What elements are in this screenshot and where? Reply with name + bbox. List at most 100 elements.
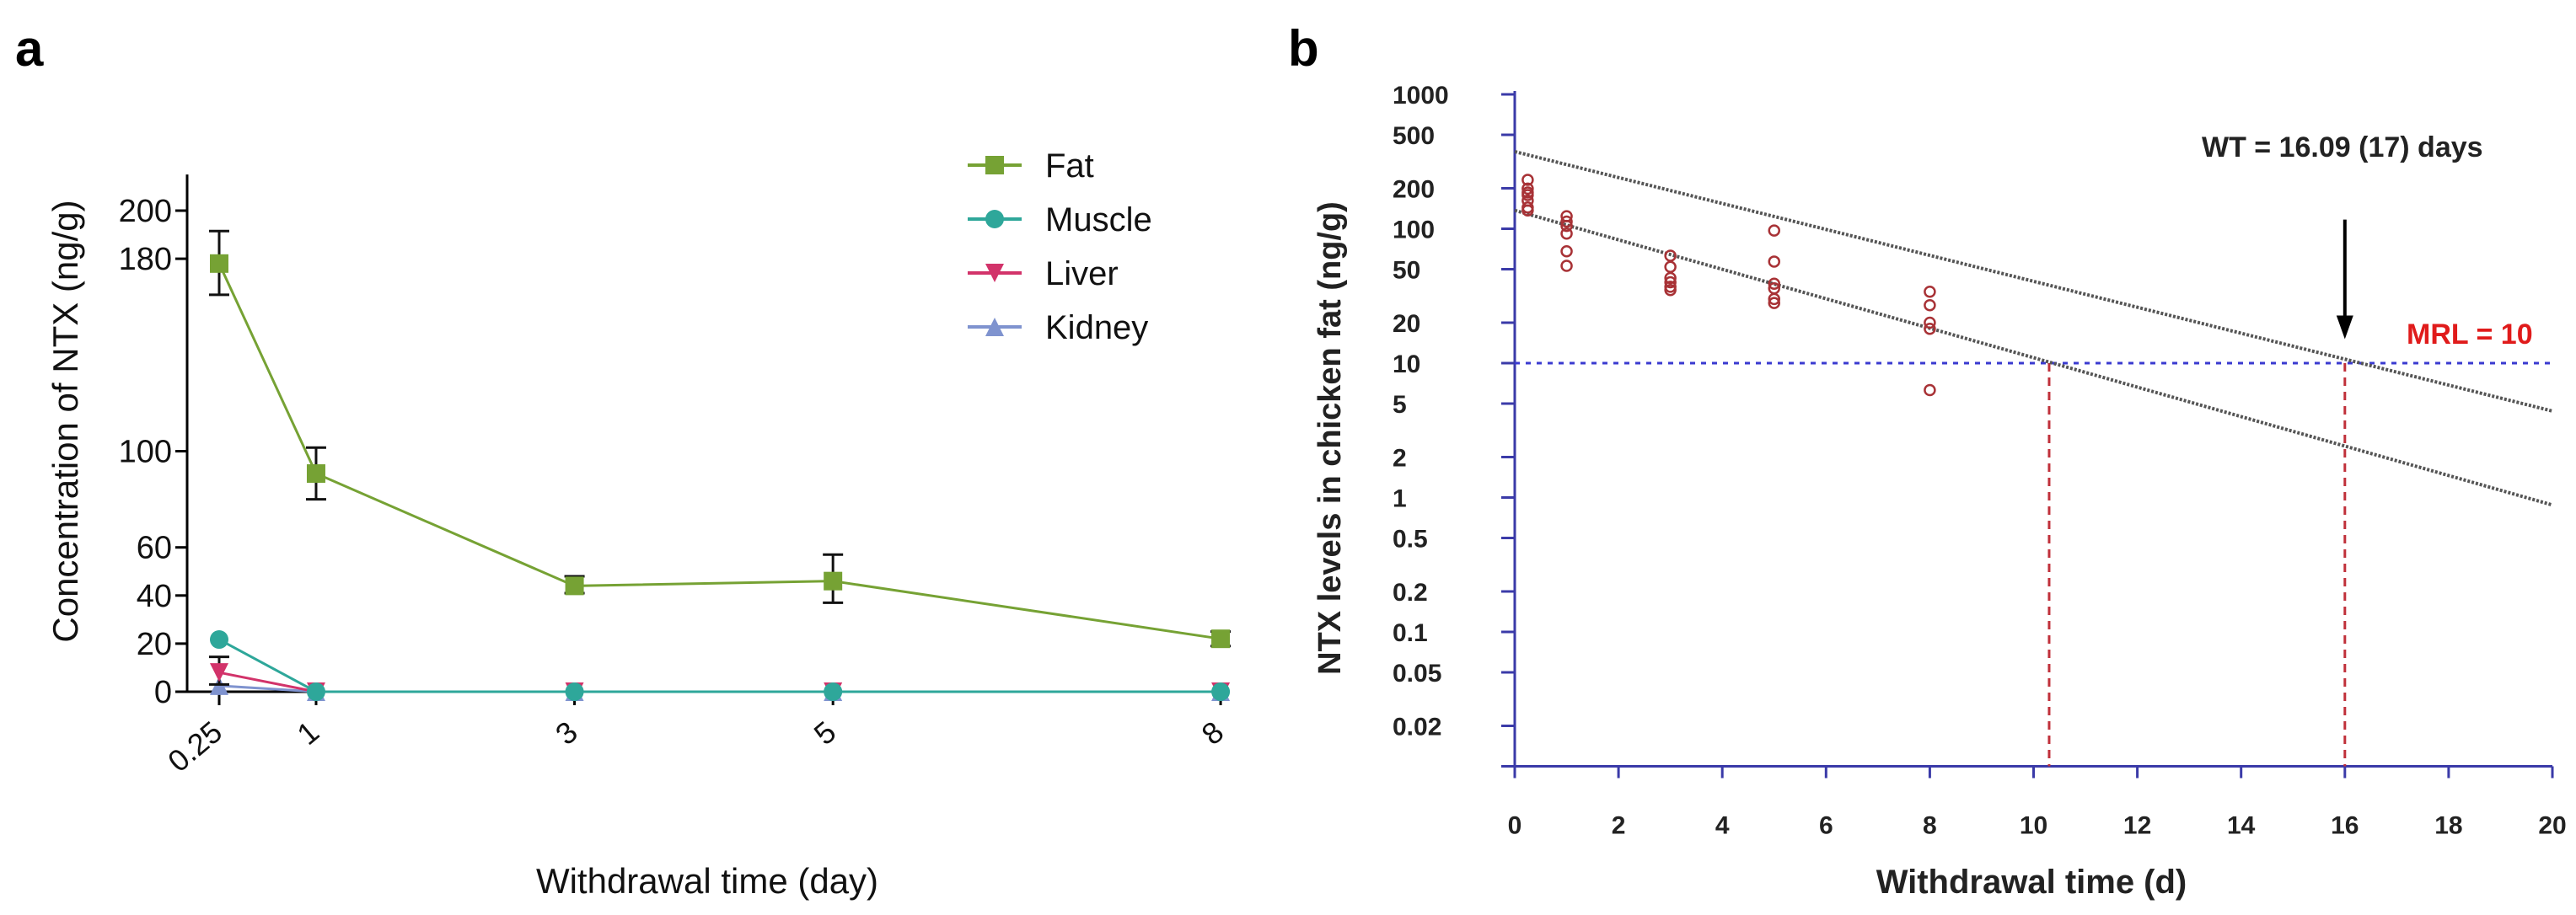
wt-annotation: WT = 16.09 (17) days xyxy=(2202,131,2483,163)
legend-marker xyxy=(985,264,1004,282)
y-tick-label: 0.5 xyxy=(1393,526,1428,554)
series-fat xyxy=(209,229,1232,649)
series-muscle xyxy=(210,630,1231,701)
y-tick-label: 60 xyxy=(137,531,172,566)
data-point xyxy=(1521,174,1534,186)
data-point-fat xyxy=(1211,629,1231,649)
data-point-fat xyxy=(824,571,843,591)
x-tick-label: 0 xyxy=(1508,812,1522,840)
y-tick-label: 0.05 xyxy=(1393,660,1441,688)
data-point-liver xyxy=(210,663,228,682)
series-line-liver xyxy=(218,671,1221,693)
x-tick-label: 3 xyxy=(549,714,584,752)
legend-label: Fat xyxy=(1045,147,1094,185)
y-tick-label: 0 xyxy=(154,675,172,710)
panel-label-b: b xyxy=(1288,20,1319,77)
x-tick-label: 5 xyxy=(808,714,843,752)
data-point xyxy=(1924,298,1936,312)
data-point xyxy=(1768,255,1780,268)
y-tick-label: 20 xyxy=(137,627,172,662)
data-point xyxy=(1664,276,1677,289)
data-point xyxy=(1521,189,1534,201)
data-point xyxy=(1768,277,1780,290)
data-point xyxy=(1664,271,1677,285)
x-tick-label: 2 xyxy=(1612,812,1626,840)
data-point-muscle xyxy=(1211,682,1231,701)
chart-b-withdrawal-time: 1000 500 200 100 50 20 10 5 2 1 0.5 0.2 0.1 0.05 0.02 0… xyxy=(1312,82,2567,901)
legend-marker xyxy=(985,210,1004,228)
data-point xyxy=(1560,260,1573,272)
legend-label: Liver xyxy=(1045,255,1119,292)
data-point xyxy=(1664,249,1677,262)
data-point xyxy=(1560,227,1573,240)
panel-label-a: a xyxy=(15,20,44,77)
arrow-head-icon xyxy=(2336,315,2353,340)
x-tick-label: 0.25 xyxy=(161,714,228,779)
data-point xyxy=(1924,323,1936,335)
data-point xyxy=(1768,297,1780,309)
data-point-muscle xyxy=(306,682,325,701)
data-point xyxy=(1521,182,1534,195)
x-tick-label: 12 xyxy=(2123,812,2151,840)
data-point-muscle xyxy=(824,682,843,701)
x-tick-label: 20 xyxy=(2538,812,2566,840)
y-tick-label: 1 xyxy=(1393,485,1407,513)
x-tick-label: 18 xyxy=(2434,812,2462,840)
x-tick-label: 6 xyxy=(1819,812,1833,840)
y-tick-label: 500 xyxy=(1393,122,1435,150)
x-tick-label: 10 xyxy=(2020,812,2047,840)
series-line-muscle xyxy=(218,638,1221,693)
legend-marker xyxy=(985,318,1004,336)
data-point-fat xyxy=(565,576,584,596)
data-point xyxy=(1924,316,1936,329)
x-tick-label: 8 xyxy=(1195,714,1231,752)
legend-label: Muscle xyxy=(1045,201,1152,238)
y-tick-label: 0.2 xyxy=(1393,579,1428,607)
upper-tolerance-line xyxy=(1514,150,2553,413)
y-tick-label: 2 xyxy=(1393,444,1407,472)
y-tick-label: 50 xyxy=(1393,257,1420,285)
series-kidney xyxy=(210,676,1231,701)
data-point xyxy=(1560,219,1573,233)
data-point-fat xyxy=(210,254,228,273)
y-axis-title: NTX levels in chicken fat (ng/g) xyxy=(1312,201,1348,675)
x-tick-label: 16 xyxy=(2331,812,2359,840)
data-point xyxy=(1768,292,1780,306)
legend-item-fat: Fat xyxy=(968,147,1094,185)
y-tick-label: 200 xyxy=(119,194,172,229)
chart-a-concentration: 0 20 40 60 100 180 200 0.25 1 3 5 8 Withdrawal time … xyxy=(46,147,1232,901)
x-tick-label: 14 xyxy=(2227,812,2256,840)
y-tick-label: 100 xyxy=(1393,217,1435,244)
y-tick-label: 0.02 xyxy=(1393,713,1441,741)
data-point xyxy=(1664,260,1677,274)
legend-item-liver: Liver xyxy=(968,255,1119,292)
legend-item-kidney: Kidney xyxy=(968,309,1148,346)
x-axis-title: Withdrawal time (d) xyxy=(1876,864,2187,901)
mrl-annotation: MRL = 10 xyxy=(2407,318,2533,350)
data-point xyxy=(1768,224,1780,237)
data-point xyxy=(1560,215,1573,228)
x-axis-title: Withdrawal time (day) xyxy=(536,861,878,901)
y-tick-label: 100 xyxy=(119,435,172,470)
y-tick-label: 10 xyxy=(1393,350,1420,378)
data-point-muscle xyxy=(565,682,584,701)
y-axis-title: Concentration of NTX (ng/g) xyxy=(46,200,85,642)
series-liver xyxy=(209,655,1231,701)
y-tick-label: 180 xyxy=(119,242,172,277)
y-tick-label: 0.1 xyxy=(1393,619,1428,647)
x-tick-label: 4 xyxy=(1715,812,1730,840)
x-tick-label: 8 xyxy=(1923,812,1937,840)
legend-label: Kidney xyxy=(1045,309,1148,346)
y-tick-label: 5 xyxy=(1393,391,1407,419)
y-tick-label: 20 xyxy=(1393,310,1420,338)
y-tick-label: 200 xyxy=(1393,175,1435,203)
y-tick-label: 40 xyxy=(137,579,172,614)
data-point-fat xyxy=(306,464,325,484)
data-point xyxy=(1924,285,1936,298)
data-point-muscle xyxy=(210,630,228,650)
x-tick-label: 1 xyxy=(290,714,325,752)
data-point xyxy=(1924,383,1936,397)
data-point xyxy=(1521,204,1534,217)
data-point xyxy=(1664,283,1677,297)
